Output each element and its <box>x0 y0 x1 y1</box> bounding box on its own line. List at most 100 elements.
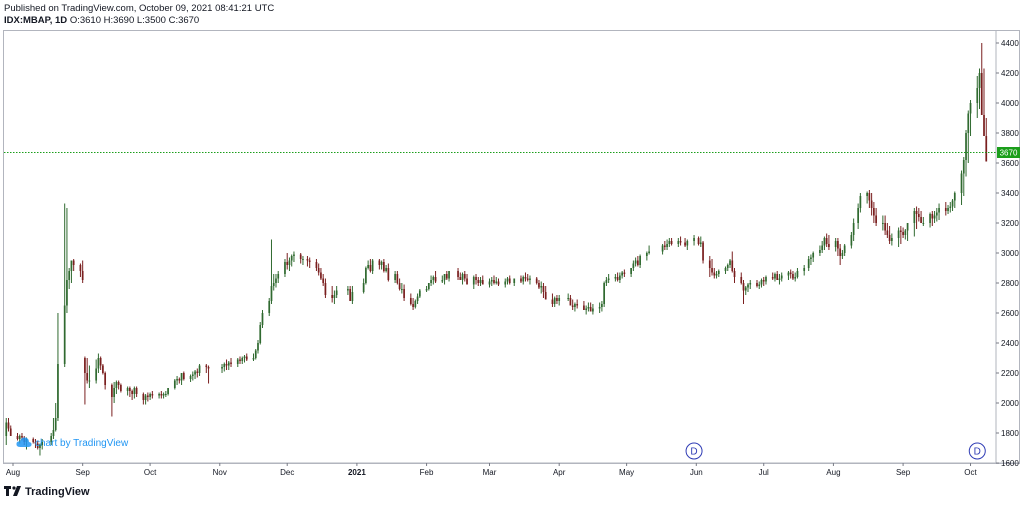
candle-body <box>747 284 749 288</box>
candle-body <box>367 265 369 268</box>
candle-body <box>873 208 875 216</box>
candle-body <box>553 298 556 304</box>
candle-body <box>513 278 516 283</box>
candle-body <box>520 278 522 282</box>
candle-body <box>308 260 311 262</box>
candle-body <box>104 373 107 385</box>
candle-body <box>834 241 837 247</box>
candle-body <box>661 245 664 252</box>
y-tick-label: 3000 <box>1001 249 1019 258</box>
candle-body <box>97 358 100 369</box>
candle-body <box>135 388 138 394</box>
x-tick-label: Dec <box>280 468 294 477</box>
candle-body <box>787 272 790 276</box>
candle-body <box>789 272 792 274</box>
candle-body <box>162 394 165 396</box>
candle-body <box>176 379 178 381</box>
candle-body <box>576 304 579 306</box>
candle-body <box>888 235 891 241</box>
candle-body <box>349 289 352 301</box>
candle-body <box>457 271 459 277</box>
candle-body <box>430 280 432 283</box>
candle-body <box>443 274 446 280</box>
candle-body <box>79 265 82 271</box>
candle-body <box>225 364 228 366</box>
candle-body <box>841 253 844 256</box>
candle-body <box>178 379 181 381</box>
dividend-marker-label: D <box>974 447 981 458</box>
tradingview-brand[interactable]: TradingView <box>4 486 90 499</box>
candle-body <box>88 380 91 382</box>
candle-body <box>416 296 419 301</box>
candle-body <box>497 281 500 285</box>
candle-body <box>320 272 322 279</box>
x-tick-label: Sep <box>76 468 91 477</box>
candle-body <box>146 395 149 397</box>
candle-body <box>886 230 889 235</box>
candle-body <box>699 242 702 244</box>
candle-body <box>434 277 437 282</box>
candle-body <box>605 280 608 283</box>
candle-body <box>693 238 695 241</box>
candle-body <box>66 280 68 306</box>
candle-body <box>756 283 758 286</box>
x-tick-label: Aug <box>826 468 840 477</box>
candle-body <box>322 278 325 283</box>
candle-body <box>418 290 421 297</box>
candle-body <box>441 280 444 282</box>
candle-body <box>481 280 484 285</box>
x-tick-label: Oct <box>964 468 977 477</box>
candle-body <box>933 215 936 219</box>
last-price-tag <box>997 147 1020 158</box>
candle-body <box>679 241 682 243</box>
candle-body <box>227 362 230 366</box>
candle-body <box>935 212 938 216</box>
candle-body <box>466 278 468 285</box>
candle-body <box>54 418 57 430</box>
y-tick-label: 2400 <box>1001 339 1019 348</box>
candle-body <box>259 325 262 343</box>
candle-body <box>796 271 799 277</box>
x-tick-label: 2021 <box>348 468 366 477</box>
candle-body <box>776 274 779 280</box>
candle-body <box>230 362 232 364</box>
candle-body <box>277 274 280 279</box>
candle-body <box>884 223 886 231</box>
candle-body <box>99 358 102 366</box>
candle-body <box>149 394 151 397</box>
candle-body <box>668 241 671 244</box>
candle-body <box>740 277 743 283</box>
candle-body <box>906 223 909 231</box>
candle-body <box>459 277 462 280</box>
dividend-marker <box>685 442 703 460</box>
candle-body <box>398 283 401 289</box>
candle-body <box>9 428 12 436</box>
candle-body <box>890 238 893 241</box>
candle-body <box>711 268 713 273</box>
candle-body <box>272 283 275 286</box>
candle-body <box>904 230 907 235</box>
candle-body <box>495 281 498 283</box>
candle-body <box>540 286 543 288</box>
y-tick-label: 4200 <box>1001 69 1019 78</box>
candle-body <box>944 208 947 211</box>
candle-body <box>663 245 666 247</box>
candle-body <box>771 277 774 279</box>
candle-body <box>180 373 183 381</box>
candle-body <box>504 281 507 285</box>
candle-body <box>951 200 954 207</box>
candle-body <box>810 257 812 259</box>
candle-body <box>614 277 617 279</box>
candle-body <box>445 274 448 279</box>
candle-body <box>371 260 374 271</box>
candle-body <box>598 307 601 309</box>
candle-body <box>585 308 588 310</box>
candle-body <box>544 292 547 300</box>
candle-body <box>953 193 956 201</box>
candle-body <box>702 242 704 261</box>
candle-body <box>412 304 414 307</box>
y-tick-label: 3800 <box>1001 129 1019 138</box>
candle-body <box>120 385 122 391</box>
candle-body <box>571 305 574 307</box>
